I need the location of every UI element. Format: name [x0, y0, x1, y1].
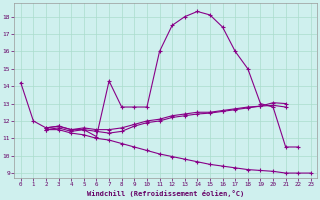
- X-axis label: Windchill (Refroidissement éolien,°C): Windchill (Refroidissement éolien,°C): [87, 190, 244, 197]
